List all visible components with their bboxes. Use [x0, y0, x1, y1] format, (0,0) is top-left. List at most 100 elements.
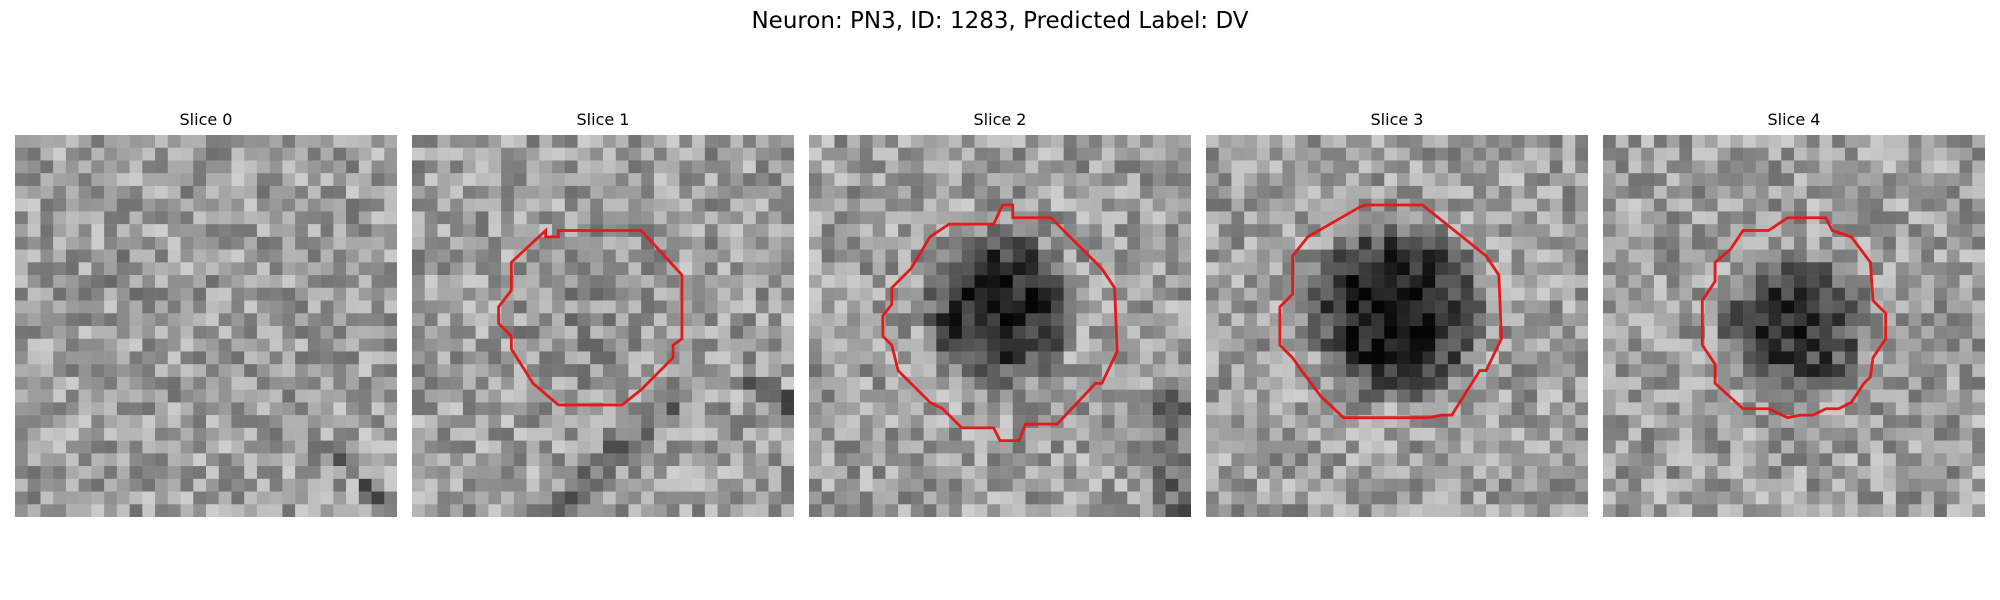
- pixel: [539, 377, 552, 390]
- pixel: [1616, 441, 1629, 454]
- pixel: [1308, 402, 1321, 415]
- pixel: [1270, 288, 1283, 301]
- pixel: [1486, 275, 1499, 288]
- pixel: [1140, 173, 1153, 186]
- pixel: [679, 135, 692, 148]
- pixel: [1934, 351, 1947, 364]
- pixel: [1512, 301, 1525, 314]
- pixel: [1064, 250, 1077, 263]
- pixel: [756, 326, 769, 339]
- pixel: [898, 288, 911, 301]
- pixel: [1448, 275, 1461, 288]
- pixel: [437, 199, 450, 212]
- pixel: [667, 224, 680, 237]
- pixel: [1372, 326, 1385, 339]
- pixel: [501, 377, 514, 390]
- pixel: [1845, 186, 1858, 199]
- pixel: [1025, 173, 1038, 186]
- pixel: [425, 492, 438, 505]
- pixel: [898, 402, 911, 415]
- pixel: [1628, 211, 1641, 224]
- pixel: [1616, 275, 1629, 288]
- pixel: [809, 313, 822, 326]
- pixel: [1089, 301, 1102, 314]
- pixel: [463, 186, 476, 199]
- pixel: [949, 504, 962, 517]
- pixel: [822, 224, 835, 237]
- pixel: [463, 364, 476, 377]
- pixel: [450, 390, 463, 403]
- pixel: [539, 351, 552, 364]
- pixel: [654, 466, 667, 479]
- pixel: [488, 262, 501, 275]
- pixel: [1206, 288, 1219, 301]
- pixel: [1178, 364, 1191, 377]
- pixel: [514, 160, 527, 173]
- pixel: [860, 428, 873, 441]
- pixel: [1537, 275, 1550, 288]
- pixel: [1858, 313, 1871, 326]
- pixel: [1641, 377, 1654, 390]
- pixel: [590, 211, 603, 224]
- pixel: [936, 351, 949, 364]
- pixel: [142, 504, 155, 517]
- pixel: [346, 364, 359, 377]
- pixel: [654, 199, 667, 212]
- pixel: [885, 441, 898, 454]
- pixel: [244, 148, 257, 161]
- pixel: [809, 224, 822, 237]
- pixel: [1321, 441, 1334, 454]
- pixel: [117, 135, 130, 148]
- pixel: [1616, 262, 1629, 275]
- pixel: [1641, 211, 1654, 224]
- pixel: [206, 275, 219, 288]
- pixel: [539, 275, 552, 288]
- pixel: [1603, 466, 1616, 479]
- pixel: [1140, 160, 1153, 173]
- pixel: [1947, 415, 1960, 428]
- pixel: [924, 275, 937, 288]
- pixel: [384, 199, 397, 212]
- pixel: [743, 148, 756, 161]
- pixel: [1641, 466, 1654, 479]
- pixel: [1769, 237, 1782, 250]
- pixel: [936, 492, 949, 505]
- pixel: [730, 224, 743, 237]
- pixel: [450, 415, 463, 428]
- pixel: [257, 173, 270, 186]
- pixel: [1563, 453, 1576, 466]
- pixel: [514, 402, 527, 415]
- pixel: [1140, 415, 1153, 428]
- pixel: [476, 262, 489, 275]
- pixel: [1909, 199, 1922, 212]
- pixel: [463, 339, 476, 352]
- pixel: [1359, 275, 1372, 288]
- pixel: [743, 479, 756, 492]
- pixel: [781, 288, 794, 301]
- pixel: [1089, 390, 1102, 403]
- pixel: [1127, 326, 1140, 339]
- pixel: [1295, 441, 1308, 454]
- pixel: [1206, 160, 1219, 173]
- pixel: [924, 339, 937, 352]
- pixel: [476, 288, 489, 301]
- pixel: [1960, 339, 1973, 352]
- pixel: [1102, 301, 1115, 314]
- pixel: [756, 377, 769, 390]
- pixel: [1654, 377, 1667, 390]
- pixel: [1064, 160, 1077, 173]
- pixel: [53, 160, 66, 173]
- pixel: [91, 326, 104, 339]
- pixel: [962, 173, 975, 186]
- pixel: [1667, 390, 1680, 403]
- pixel: [333, 402, 346, 415]
- pixel: [1819, 466, 1832, 479]
- pixel: [1832, 262, 1845, 275]
- pixel: [257, 479, 270, 492]
- pixel: [1178, 135, 1191, 148]
- pixel: [1794, 288, 1807, 301]
- pixel: [565, 415, 578, 428]
- pixel: [193, 275, 206, 288]
- pixel: [679, 250, 692, 263]
- pixel: [692, 339, 705, 352]
